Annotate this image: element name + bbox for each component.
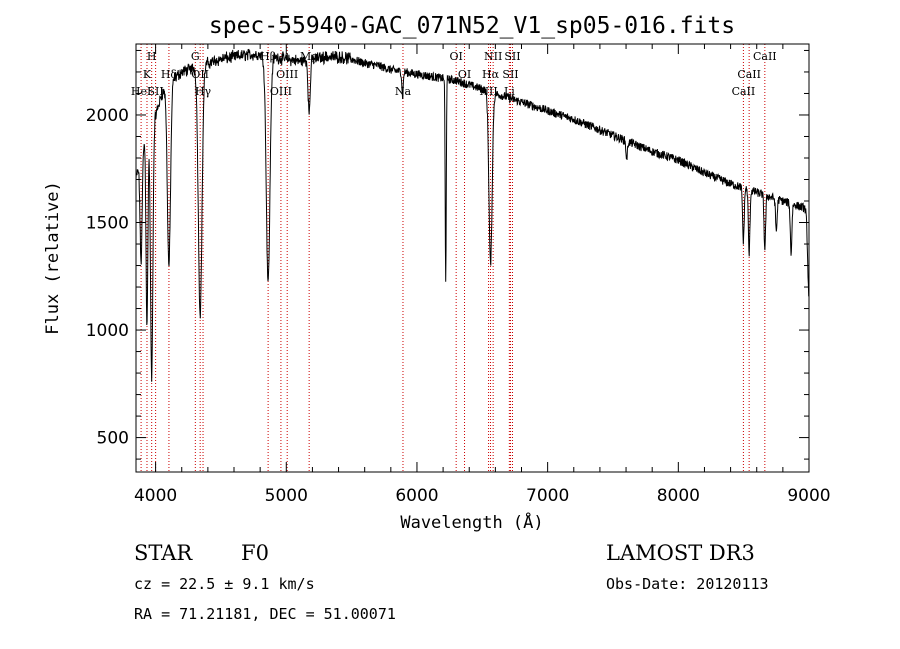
line-marker-label: OIII [276, 68, 298, 81]
y-tick-label: 1000 [86, 321, 129, 341]
line-marker-label: NII [484, 50, 502, 63]
line-marker-labels: HeIKHSIIHδGOIIHγHβOIIIOIIIMgNaOIOINIIHαN… [131, 50, 777, 98]
line-marker-label: OIII [270, 85, 292, 98]
line-marker-label: SII [502, 68, 518, 81]
object-class: STAR [134, 541, 193, 565]
line-marker-label: Hβ [260, 50, 276, 63]
line-marker-label: SII [147, 85, 163, 98]
line-markers [140, 44, 766, 472]
x-tick-label: 4000 [134, 486, 177, 506]
plot-frame [135, 43, 810, 473]
x-tick-label: 5000 [265, 486, 308, 506]
line-marker-label: K [143, 68, 152, 81]
y-tick-label: 2000 [86, 106, 129, 126]
y-tick-label: 500 [97, 429, 129, 449]
x-tick-label: 6000 [395, 486, 438, 506]
x-tick-label: 7000 [526, 486, 569, 506]
line-marker-label: OI [458, 68, 471, 81]
tick-labels: 4000 5000 6000 7000 8000 9000 500 1000 1500 2000 [86, 106, 831, 506]
line-marker-label: OII [191, 68, 209, 81]
x-tick-label: 9000 [787, 486, 830, 506]
line-marker-label: Li [504, 85, 515, 98]
redshift-value: cz = 22.5 ± 9.1 km/s [134, 575, 315, 593]
x-axis-label: Wavelength (Å) [400, 511, 543, 533]
y-tick-label: 1500 [86, 214, 129, 234]
line-marker-label: OI [449, 50, 462, 63]
line-marker-label: NII [479, 85, 497, 98]
line-marker-label: HeI [131, 85, 151, 98]
line-marker-label: Mg [300, 50, 318, 63]
line-marker-label: G [191, 50, 200, 63]
line-marker-label: H [147, 50, 157, 63]
spectrum-series [135, 48, 810, 382]
line-marker-label: Na [395, 85, 412, 98]
survey-name: LAMOST DR3 [606, 541, 755, 565]
line-marker-label: CaII [737, 68, 761, 81]
x-tick-label: 8000 [657, 486, 700, 506]
line-marker-label: CaII [732, 85, 756, 98]
line-marker-label: Hα [482, 68, 500, 81]
y-axis-label: Flux (relative) [43, 181, 63, 335]
chart-title: spec-55940-GAC_071N52_V1_sp05-016.fits [209, 13, 735, 39]
observation-date: Obs-Date: 20120113 [606, 575, 769, 593]
object-subclass: F0 [241, 541, 269, 565]
line-marker-label: CaII [753, 50, 777, 63]
spectrum-line [135, 48, 810, 382]
line-marker-label: Hδ [161, 68, 178, 81]
coordinates: RA = 71.21181, DEC = 51.00071 [134, 605, 396, 623]
axis-ticks [136, 44, 810, 472]
line-marker-label: Hγ [195, 85, 212, 98]
line-marker-label: SII [504, 50, 520, 63]
